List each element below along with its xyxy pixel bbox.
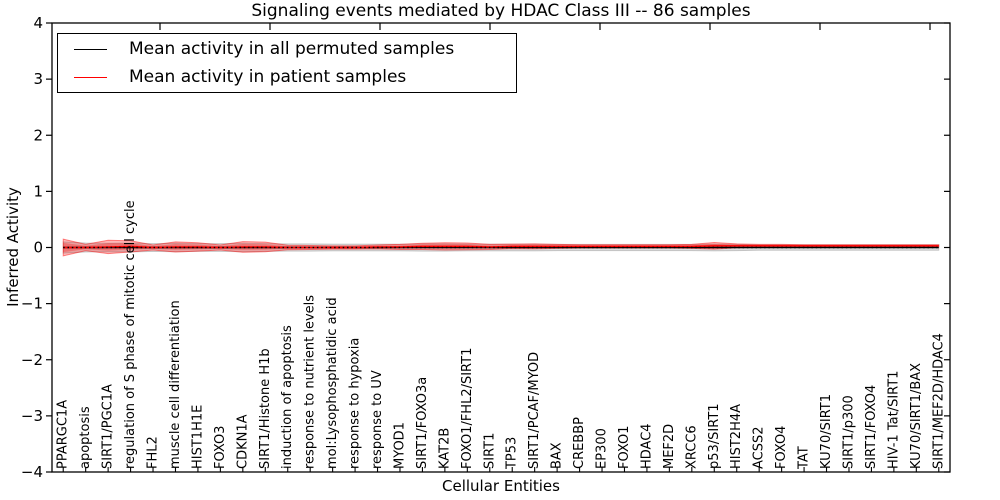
x-tick-label: SIRT1/PGC1A: [101, 384, 116, 469]
x-tick-label: response to hypoxia: [348, 338, 363, 469]
x-tick-label: SIRT1/FOXO4: [864, 385, 879, 469]
x-tick-label: HIST2H4A: [729, 404, 744, 469]
y-tick-label: −1: [21, 295, 43, 313]
x-tick-label: TP53: [505, 437, 520, 470]
x-tick-label: muscle cell differentiation: [168, 300, 183, 469]
x-tick-label: KU70/SIRT1: [819, 394, 834, 469]
legend-item-patient: Mean activity in patient samples: [58, 63, 516, 91]
x-tick-label: HDAC4: [639, 423, 654, 469]
x-tick-label: regulation of S phase of mitotic cell cy…: [123, 200, 138, 469]
x-tick-label: CDKN1A: [235, 414, 250, 469]
legend: Mean activity in all permuted samples Me…: [57, 33, 517, 93]
x-tick-label: ACSS2: [752, 426, 767, 469]
x-tick-label: FOXO1/FHL2/SIRT1: [460, 348, 475, 469]
x-tick-label: EP300: [595, 428, 610, 469]
x-tick-label: p53/SIRT1: [707, 403, 722, 469]
x-tick-label: MEF2D: [662, 424, 677, 469]
x-tick-label: MYOD1: [392, 422, 407, 469]
x-tick-label: KU70/SIRT1/BAX: [909, 363, 924, 469]
x-tick-label: mol:Lysophosphatidic acid: [325, 297, 340, 469]
y-tick-label: 2: [33, 126, 43, 144]
x-tick-label: FOXO4: [774, 426, 789, 469]
x-tick-label: FOXO1: [617, 426, 632, 469]
y-tick-label: −4: [21, 463, 43, 481]
y-tick-label: −2: [21, 351, 43, 369]
y-tick-label: 1: [33, 182, 43, 200]
x-tick-label: SIRT1: [482, 433, 497, 469]
patient-line-swatch: [74, 76, 107, 78]
x-tick-label: SIRT1/Histone H1b: [258, 348, 273, 469]
legend-label-patient: Mean activity in patient samples: [129, 67, 407, 87]
x-tick-label: TAT: [797, 446, 812, 470]
x-axis-label: Cellular Entities: [442, 477, 560, 495]
x-tick-label: XRCC6: [684, 425, 699, 469]
patient-mean-line: [63, 245, 939, 249]
x-tick-label: HIV-1 Tat/SIRT1: [886, 371, 901, 469]
x-tick-label: FOXO3: [213, 426, 228, 469]
x-tick-label: CREBBP: [572, 417, 587, 469]
x-tick-label: response to nutrient levels: [303, 295, 318, 469]
legend-item-permuted: Mean activity in all permuted samples: [58, 35, 516, 63]
x-tick-label: response to UV: [370, 370, 385, 469]
chart-title: Signaling events mediated by HDAC Class …: [251, 1, 751, 21]
x-tick-label: SIRT1/PCAF/MYOD: [527, 352, 542, 469]
x-tick-label: HIST1H1E: [190, 405, 205, 469]
y-tick-label: 4: [33, 14, 43, 32]
x-tick-label: SIRT1/MEF2D/HDAC4: [931, 333, 946, 469]
x-tick-label: FHL2: [146, 436, 161, 469]
y-tick-label: 0: [33, 239, 43, 257]
y-tick-label: 3: [33, 70, 43, 88]
x-tick-label: BAX: [550, 442, 565, 469]
x-tick-label: PPARGC1A: [56, 400, 71, 469]
permuted-line-swatch: [74, 48, 107, 50]
x-tick-label: induction of apoptosis: [280, 325, 295, 469]
legend-label-permuted: Mean activity in all permuted samples: [129, 39, 455, 59]
x-tick-label: SIRT1/FOXO3a: [415, 377, 430, 469]
x-tick-label: KAT2B: [437, 428, 452, 469]
y-tick-label: −3: [21, 407, 43, 425]
x-tick-label: SIRT1/p300: [841, 395, 856, 469]
x-tick-label: apoptosis: [78, 406, 93, 469]
